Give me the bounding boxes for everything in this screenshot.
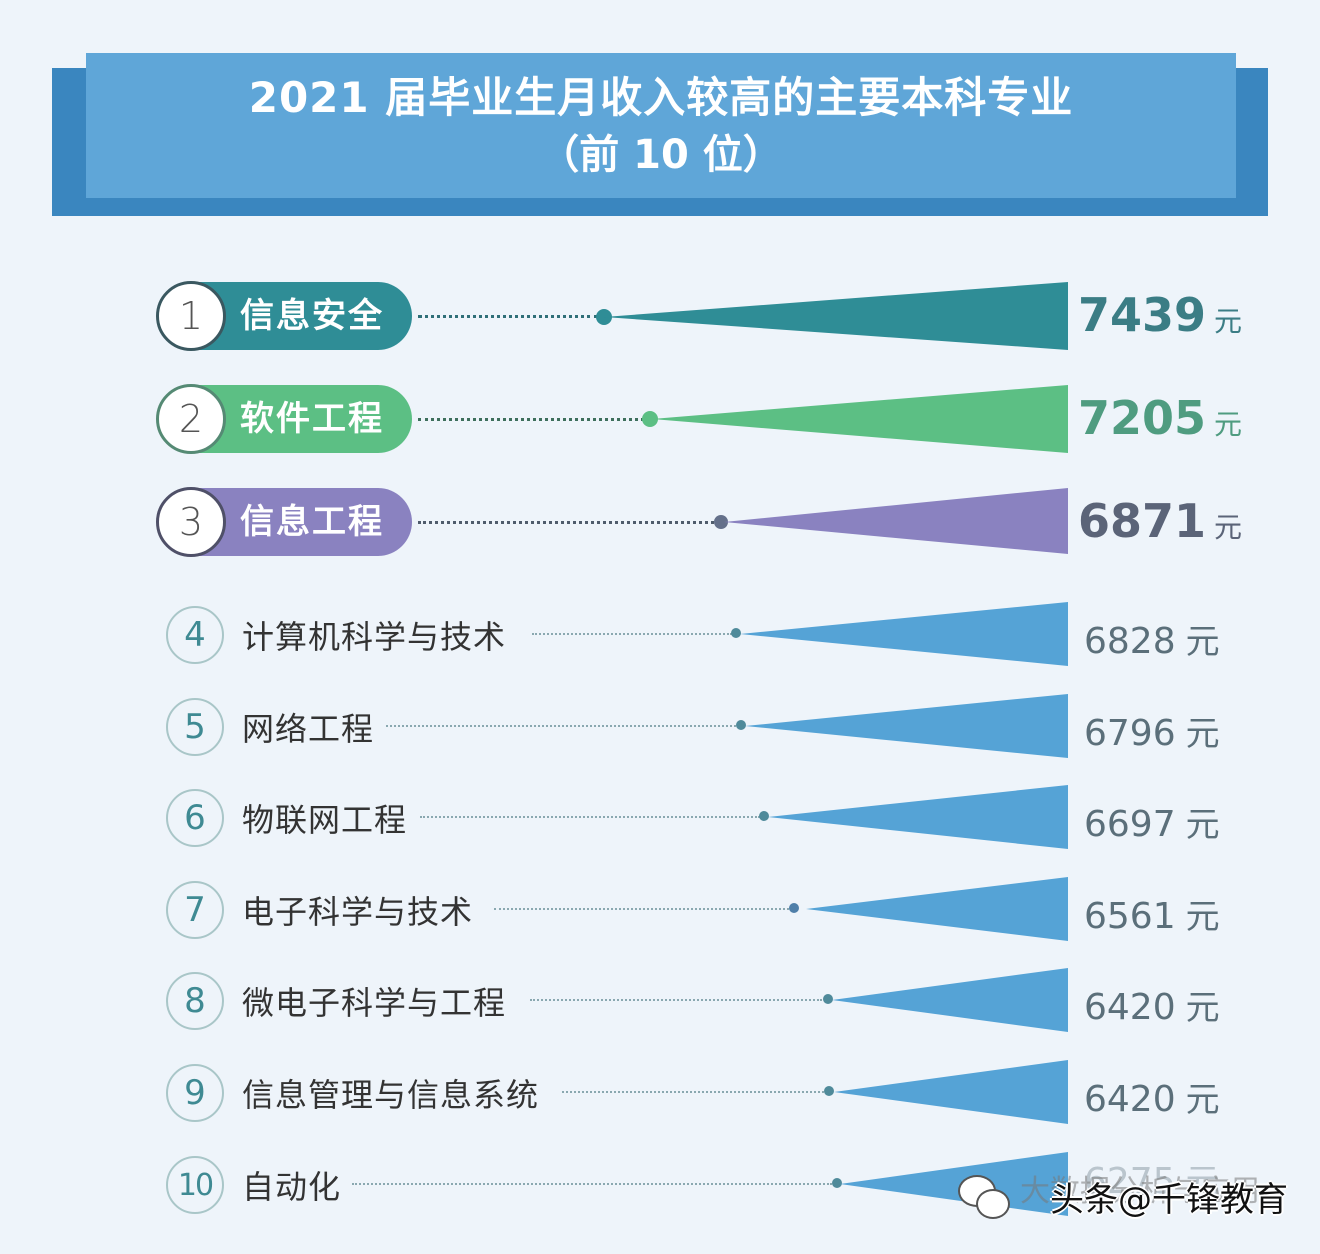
chart-row-4: 4 计算机科学与技术 6828 元 xyxy=(0,602,1320,682)
bar-wedge xyxy=(604,282,1068,350)
major-label: 软件工程 xyxy=(240,399,384,439)
title-banner: 2021 届毕业生月收入较高的主要本科专业 （前 10 位） xyxy=(86,53,1236,198)
bar-start-dot xyxy=(642,411,658,427)
rank-badge: 10 xyxy=(166,1156,224,1214)
rank-pill-3: 3 信息工程 xyxy=(156,487,412,557)
leader-dots xyxy=(530,999,822,1001)
value-label: 6275 元 xyxy=(1084,1161,1220,1202)
major-label: 电子科学与技术 xyxy=(242,893,474,931)
chart-row-1: 1 信息安全 7439 元 xyxy=(0,281,1320,362)
rank-pill-2: 2 软件工程 xyxy=(156,384,412,454)
bar-start-dot xyxy=(759,811,769,821)
rank-badge: 3 xyxy=(156,487,226,557)
rank-badge: 5 xyxy=(166,698,224,756)
rank-badge: 8 xyxy=(166,972,224,1030)
value-label: 6420 元 xyxy=(1084,1079,1220,1120)
value-label: 7205 元 xyxy=(1078,391,1243,445)
major-label: 计算机科学与技术 xyxy=(242,618,507,656)
chart-row-3: 3 信息工程 6871 元 xyxy=(0,487,1320,568)
bar-wedge xyxy=(834,1060,1068,1124)
page-subtitle: （前 10 位） xyxy=(539,131,783,178)
rank-badge: 7 xyxy=(166,881,224,939)
chart-row-8: 8 微电子科学与工程 6420 元 xyxy=(0,968,1320,1048)
leader-dots xyxy=(352,1183,832,1185)
leader-dots xyxy=(420,816,760,818)
leader-dots xyxy=(494,908,789,910)
bar-wedge xyxy=(832,968,1068,1032)
bar-start-dot xyxy=(824,1086,834,1096)
leader-dots xyxy=(418,315,598,318)
value-label: 6697 元 xyxy=(1084,804,1220,845)
bar-start-dot xyxy=(832,1178,842,1188)
chart-row-7: 7 电子科学与技术 6561 元 xyxy=(0,877,1320,957)
major-label: 网络工程 xyxy=(242,710,375,748)
major-label: 自动化 xyxy=(242,1168,342,1206)
major-label: 信息安全 xyxy=(240,296,384,336)
bar-wedge xyxy=(740,602,1068,666)
bar-wedge xyxy=(806,877,1068,941)
wechat-icon xyxy=(958,1174,1010,1219)
leader-dots xyxy=(418,418,644,421)
bar-wedge xyxy=(724,488,1068,554)
bar-start-dot xyxy=(789,903,799,913)
value-label: 6561 元 xyxy=(1084,896,1220,937)
rank-pill-1: 1 信息安全 xyxy=(156,281,412,351)
watermark-back-text: 大数据分析与应用 xyxy=(1020,1174,1260,1209)
page-title: 2021 届毕业生月收入较高的主要本科专业 xyxy=(248,72,1074,122)
value-label: 7439 元 xyxy=(1078,288,1243,342)
watermark: 大数据分析与应用 头条@千锋教育 xyxy=(958,1172,1288,1221)
rank-badge: 2 xyxy=(156,384,226,454)
value-label: 6828 元 xyxy=(1084,621,1220,662)
chart-row-5: 5 网络工程 6796 元 xyxy=(0,694,1320,774)
major-label: 信息工程 xyxy=(240,502,384,542)
major-label: 物联网工程 xyxy=(242,801,408,839)
chart-row-2: 2 软件工程 7205 元 xyxy=(0,384,1320,465)
bar-start-dot xyxy=(823,994,833,1004)
bar-wedge xyxy=(840,1152,1068,1216)
leader-dots xyxy=(532,633,732,635)
value-label: 6796 元 xyxy=(1084,713,1220,754)
rank-badge: 6 xyxy=(166,789,224,847)
value-label: 6871 元 xyxy=(1078,494,1243,548)
rank-badge: 4 xyxy=(166,606,224,664)
bar-start-dot xyxy=(736,720,746,730)
major-label: 信息管理与信息系统 xyxy=(242,1076,540,1114)
leader-dots xyxy=(386,725,736,727)
bar-start-dot xyxy=(731,628,741,638)
value-label: 6420 元 xyxy=(1084,987,1220,1028)
major-label: 微电子科学与工程 xyxy=(242,984,507,1022)
bar-wedge xyxy=(745,694,1068,758)
rank-badge: 1 xyxy=(156,281,226,351)
watermark-front-text: 头条@千锋教育 xyxy=(1050,1180,1288,1220)
bar-start-dot xyxy=(714,515,728,529)
bar-wedge xyxy=(652,385,1068,453)
leader-dots xyxy=(418,521,714,524)
chart-row-6: 6 物联网工程 6697 元 xyxy=(0,785,1320,865)
chart-row-9: 9 信息管理与信息系统 6420 元 xyxy=(0,1060,1320,1140)
rank-badge: 9 xyxy=(166,1064,224,1122)
leader-dots xyxy=(562,1091,824,1093)
chart-row-10: 10 自动化 6275 元 xyxy=(0,1152,1320,1232)
bar-wedge xyxy=(768,785,1068,849)
